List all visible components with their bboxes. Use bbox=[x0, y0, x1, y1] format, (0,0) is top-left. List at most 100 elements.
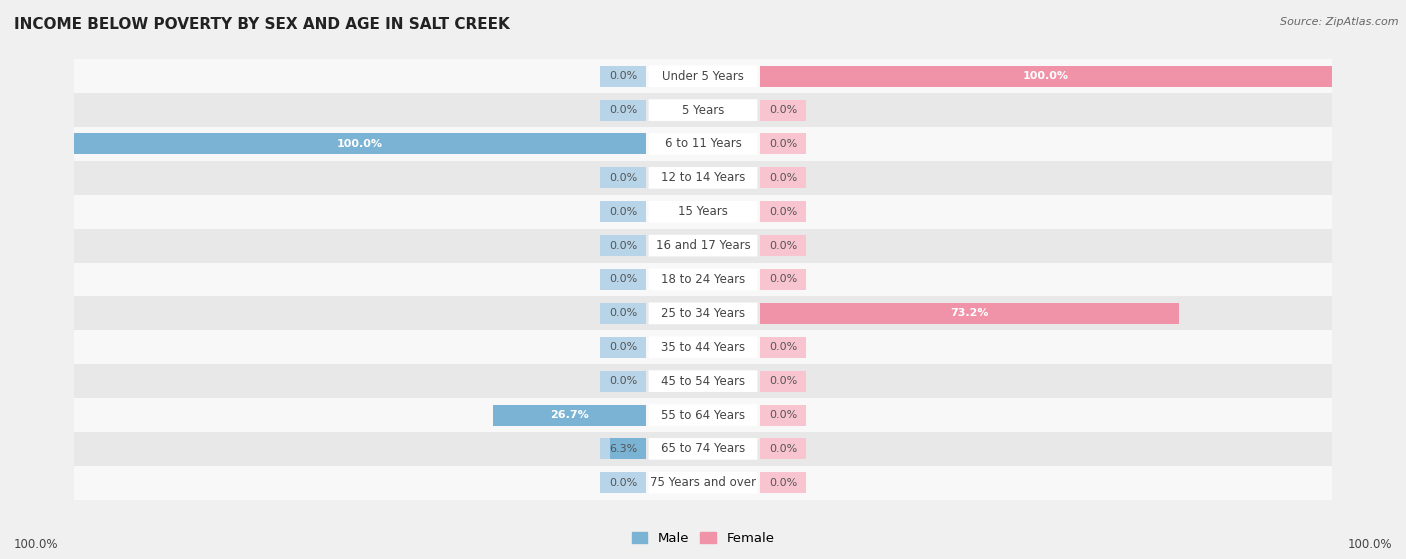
Bar bbox=[761, 303, 806, 324]
Text: 6.3%: 6.3% bbox=[609, 444, 637, 454]
Text: Under 5 Years: Under 5 Years bbox=[662, 70, 744, 83]
Bar bbox=[761, 269, 806, 290]
FancyBboxPatch shape bbox=[648, 269, 758, 290]
Bar bbox=[75, 432, 1331, 466]
Text: 0.0%: 0.0% bbox=[609, 309, 637, 319]
Bar bbox=[761, 66, 1331, 87]
Text: 0.0%: 0.0% bbox=[609, 240, 637, 250]
Bar bbox=[761, 201, 806, 222]
Text: 100.0%: 100.0% bbox=[1024, 71, 1069, 81]
Text: 0.0%: 0.0% bbox=[769, 342, 797, 352]
Text: 0.0%: 0.0% bbox=[609, 207, 637, 217]
Bar bbox=[610, 438, 645, 459]
Bar bbox=[761, 167, 806, 188]
Bar bbox=[600, 405, 645, 425]
Text: 0.0%: 0.0% bbox=[609, 71, 637, 81]
Bar bbox=[761, 371, 806, 392]
Text: 55 to 64 Years: 55 to 64 Years bbox=[661, 409, 745, 421]
Text: 0.0%: 0.0% bbox=[769, 173, 797, 183]
Bar bbox=[761, 100, 806, 121]
Bar bbox=[75, 466, 1331, 500]
Bar bbox=[494, 405, 645, 425]
FancyBboxPatch shape bbox=[648, 370, 758, 392]
FancyBboxPatch shape bbox=[648, 65, 758, 87]
Text: 0.0%: 0.0% bbox=[609, 376, 637, 386]
Text: 15 Years: 15 Years bbox=[678, 205, 728, 218]
Text: 0.0%: 0.0% bbox=[769, 207, 797, 217]
Bar bbox=[600, 269, 645, 290]
Text: 5 Years: 5 Years bbox=[682, 103, 724, 117]
FancyBboxPatch shape bbox=[648, 167, 758, 189]
FancyBboxPatch shape bbox=[648, 438, 758, 459]
FancyBboxPatch shape bbox=[648, 235, 758, 257]
FancyBboxPatch shape bbox=[648, 133, 758, 155]
Text: 0.0%: 0.0% bbox=[769, 444, 797, 454]
Text: INCOME BELOW POVERTY BY SEX AND AGE IN SALT CREEK: INCOME BELOW POVERTY BY SEX AND AGE IN S… bbox=[14, 17, 510, 32]
Bar bbox=[761, 337, 806, 358]
Bar bbox=[75, 263, 1331, 296]
Bar bbox=[600, 201, 645, 222]
Bar bbox=[761, 303, 1178, 324]
Bar bbox=[75, 195, 1331, 229]
Text: 0.0%: 0.0% bbox=[769, 240, 797, 250]
Bar bbox=[761, 405, 806, 425]
Text: 65 to 74 Years: 65 to 74 Years bbox=[661, 442, 745, 456]
FancyBboxPatch shape bbox=[648, 201, 758, 222]
Text: 18 to 24 Years: 18 to 24 Years bbox=[661, 273, 745, 286]
Text: 12 to 14 Years: 12 to 14 Years bbox=[661, 172, 745, 184]
Text: 0.0%: 0.0% bbox=[769, 376, 797, 386]
Bar bbox=[75, 127, 1331, 161]
Bar bbox=[600, 337, 645, 358]
Bar bbox=[75, 161, 1331, 195]
Text: 73.2%: 73.2% bbox=[950, 309, 988, 319]
Bar bbox=[75, 296, 1331, 330]
Text: 0.0%: 0.0% bbox=[769, 478, 797, 488]
FancyBboxPatch shape bbox=[648, 100, 758, 121]
Text: 0.0%: 0.0% bbox=[769, 410, 797, 420]
Bar bbox=[600, 134, 645, 154]
Bar bbox=[600, 167, 645, 188]
Bar bbox=[600, 371, 645, 392]
Text: 0.0%: 0.0% bbox=[609, 478, 637, 488]
Bar bbox=[761, 134, 806, 154]
Bar bbox=[761, 438, 806, 459]
Text: 0.0%: 0.0% bbox=[769, 139, 797, 149]
Text: 0.0%: 0.0% bbox=[769, 274, 797, 285]
Text: 75 Years and over: 75 Years and over bbox=[650, 476, 756, 489]
Text: 100.0%: 100.0% bbox=[337, 139, 382, 149]
Bar bbox=[600, 303, 645, 324]
Text: 100.0%: 100.0% bbox=[14, 538, 59, 551]
Bar bbox=[75, 330, 1331, 364]
Bar bbox=[600, 66, 645, 87]
FancyBboxPatch shape bbox=[648, 302, 758, 324]
Text: 0.0%: 0.0% bbox=[609, 105, 637, 115]
Bar bbox=[600, 472, 645, 493]
Text: 16 and 17 Years: 16 and 17 Years bbox=[655, 239, 751, 252]
Bar bbox=[75, 229, 1331, 263]
Bar bbox=[761, 472, 806, 493]
Legend: Male, Female: Male, Female bbox=[626, 527, 780, 550]
FancyBboxPatch shape bbox=[648, 337, 758, 358]
Text: 26.7%: 26.7% bbox=[550, 410, 589, 420]
Text: 35 to 44 Years: 35 to 44 Years bbox=[661, 341, 745, 354]
Text: 0.0%: 0.0% bbox=[609, 274, 637, 285]
Bar bbox=[761, 66, 806, 87]
Bar bbox=[75, 134, 645, 154]
Bar bbox=[600, 438, 645, 459]
FancyBboxPatch shape bbox=[648, 472, 758, 494]
Bar bbox=[75, 59, 1331, 93]
Text: 0.0%: 0.0% bbox=[769, 105, 797, 115]
Text: Source: ZipAtlas.com: Source: ZipAtlas.com bbox=[1281, 17, 1399, 27]
Text: 25 to 34 Years: 25 to 34 Years bbox=[661, 307, 745, 320]
Bar bbox=[75, 93, 1331, 127]
Bar bbox=[600, 235, 645, 256]
Text: 45 to 54 Years: 45 to 54 Years bbox=[661, 375, 745, 387]
FancyBboxPatch shape bbox=[648, 404, 758, 426]
Text: 0.0%: 0.0% bbox=[609, 173, 637, 183]
Bar bbox=[75, 398, 1331, 432]
Bar bbox=[600, 100, 645, 121]
Text: 6 to 11 Years: 6 to 11 Years bbox=[665, 138, 741, 150]
Text: 100.0%: 100.0% bbox=[1347, 538, 1392, 551]
Bar bbox=[75, 364, 1331, 398]
Bar bbox=[761, 235, 806, 256]
